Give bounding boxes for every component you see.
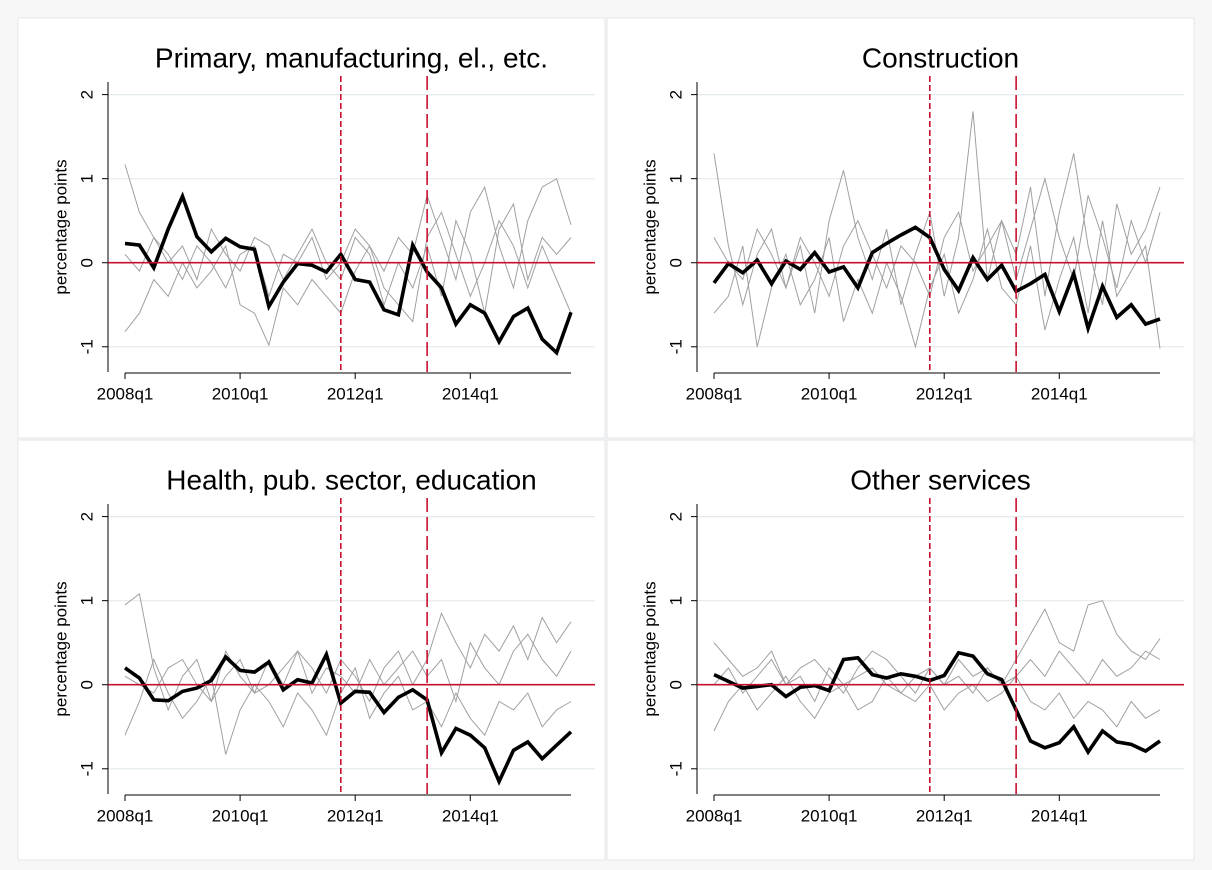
y-tick-label: 2 bbox=[77, 512, 96, 521]
x-tick-label: 2012q1 bbox=[327, 384, 384, 403]
panel: -1 0 1 2 2008q1 2010q1 2012q1 2014q1 Constructio… bbox=[606, 17, 1195, 439]
x-tick-label: 2010q1 bbox=[212, 806, 269, 825]
y-tick-label: 1 bbox=[77, 596, 96, 605]
x-tick-label: 2012q1 bbox=[327, 806, 384, 825]
panel-title: Primary, manufacturing, el., etc. bbox=[155, 42, 548, 73]
x-tick-label: 2012q1 bbox=[916, 806, 973, 825]
y-tick-label: 0 bbox=[666, 258, 685, 267]
panel: -1 0 1 2 2008q1 2010q1 2012q1 2014q1 Other servi… bbox=[606, 439, 1195, 861]
placebo-line bbox=[124, 164, 572, 298]
x-tick-label: 2010q1 bbox=[212, 384, 269, 403]
y-axis-label: percentage points bbox=[640, 159, 659, 294]
y-tick-label: 2 bbox=[666, 90, 685, 99]
y-tick-label: -1 bbox=[666, 339, 685, 354]
main-line bbox=[124, 191, 573, 356]
y-tick-label: 2 bbox=[666, 512, 685, 521]
y-tick-label: -1 bbox=[77, 339, 96, 354]
main-line bbox=[713, 650, 1162, 756]
x-tick-label: 2014q1 bbox=[442, 806, 499, 825]
x-tick-label: 2008q1 bbox=[686, 806, 743, 825]
placebo-line bbox=[124, 202, 572, 314]
x-tick-label: 2008q1 bbox=[97, 384, 154, 403]
x-tick-label: 2010q1 bbox=[801, 384, 858, 403]
y-tick-label: 1 bbox=[666, 174, 685, 183]
y-axis-label: percentage points bbox=[51, 159, 70, 294]
x-tick-label: 2008q1 bbox=[686, 384, 743, 403]
placebo-line bbox=[713, 675, 1161, 732]
y-tick-label: 0 bbox=[77, 258, 96, 267]
x-tick-label: 2012q1 bbox=[916, 384, 973, 403]
x-tick-label: 2014q1 bbox=[1031, 384, 1088, 403]
y-tick-label: -1 bbox=[77, 761, 96, 776]
main-line bbox=[123, 649, 573, 786]
panel-title: Other services bbox=[850, 464, 1031, 495]
placebo-line bbox=[124, 658, 572, 755]
y-tick-label: -1 bbox=[666, 761, 685, 776]
y-tick-label: 0 bbox=[77, 680, 96, 689]
panel: -1 0 1 2 2008q1 2010q1 2012q1 2014q1 Primary, ma… bbox=[17, 17, 606, 439]
plot-area bbox=[108, 82, 595, 372]
panel-title: Health, pub. sector, education bbox=[166, 464, 536, 495]
plot-area bbox=[697, 82, 1184, 372]
placebo-line bbox=[713, 176, 1161, 298]
x-tick-label: 2014q1 bbox=[1031, 806, 1088, 825]
x-tick-label: 2014q1 bbox=[442, 384, 499, 403]
placebo-line bbox=[124, 593, 572, 712]
placebo-line bbox=[124, 211, 572, 347]
x-tick-label: 2010q1 bbox=[801, 806, 858, 825]
panel: -1 0 1 2 2008q1 2010q1 2012q1 2014q1 Health, pub… bbox=[17, 439, 606, 861]
plot-area bbox=[108, 504, 595, 794]
y-tick-label: 1 bbox=[666, 596, 685, 605]
plot-area bbox=[697, 504, 1184, 794]
x-tick-label: 2008q1 bbox=[97, 806, 154, 825]
y-axis-label: percentage points bbox=[640, 581, 659, 716]
panel-title: Construction bbox=[862, 42, 1019, 73]
y-axis-label: percentage points bbox=[51, 581, 70, 716]
y-tick-label: 2 bbox=[77, 90, 96, 99]
y-tick-label: 0 bbox=[666, 680, 685, 689]
y-tick-label: 1 bbox=[77, 174, 96, 183]
